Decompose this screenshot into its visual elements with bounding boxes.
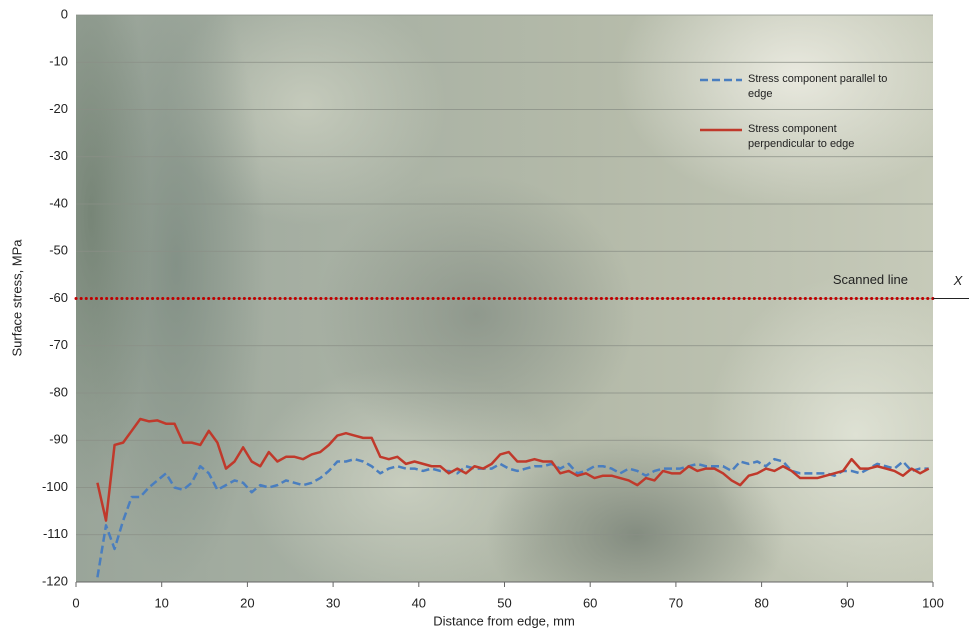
y-tick-label: -100 — [42, 479, 68, 494]
series-line — [96, 457, 929, 578]
y-tick-label: -20 — [49, 101, 68, 116]
x-tick-label: 50 — [497, 595, 511, 610]
x-tick-label: 60 — [583, 595, 597, 610]
marker-label: X — [953, 273, 964, 288]
y-tick-label: -60 — [49, 290, 68, 305]
y-axis-label: Surface stress, MPa — [9, 239, 24, 357]
y-tick-label: -30 — [49, 148, 68, 163]
y-tick-label: -40 — [49, 195, 68, 210]
y-tick-label: -90 — [49, 432, 68, 447]
x-tick-label: 10 — [154, 595, 168, 610]
y-tick-label: -50 — [49, 243, 68, 258]
x-tick-label: 70 — [669, 595, 683, 610]
x-tick-label: 20 — [240, 595, 254, 610]
x-tick-label: 80 — [754, 595, 768, 610]
y-tick-label: -10 — [49, 54, 68, 69]
y-tick-label: -120 — [42, 573, 68, 588]
y-tick-label: -70 — [49, 337, 68, 352]
legend-label: Stress component perpendicular to edge — [748, 123, 855, 150]
x-tick-label: 40 — [412, 595, 426, 610]
y-tick-label: -80 — [49, 384, 68, 399]
series-line — [96, 417, 930, 522]
y-tick-label: 0 — [61, 6, 68, 21]
x-tick-label: 90 — [840, 595, 854, 610]
reference-label: Scanned line — [833, 272, 908, 287]
x-tick-label: 0 — [72, 595, 79, 610]
x-tick-label: 30 — [326, 595, 340, 610]
x-tick-label: 100 — [922, 595, 944, 610]
y-tick-label: -110 — [43, 526, 68, 541]
legend-label: Stress component parallel to edge — [748, 73, 888, 100]
x-axis-label: Distance from edge, mm — [433, 613, 575, 628]
